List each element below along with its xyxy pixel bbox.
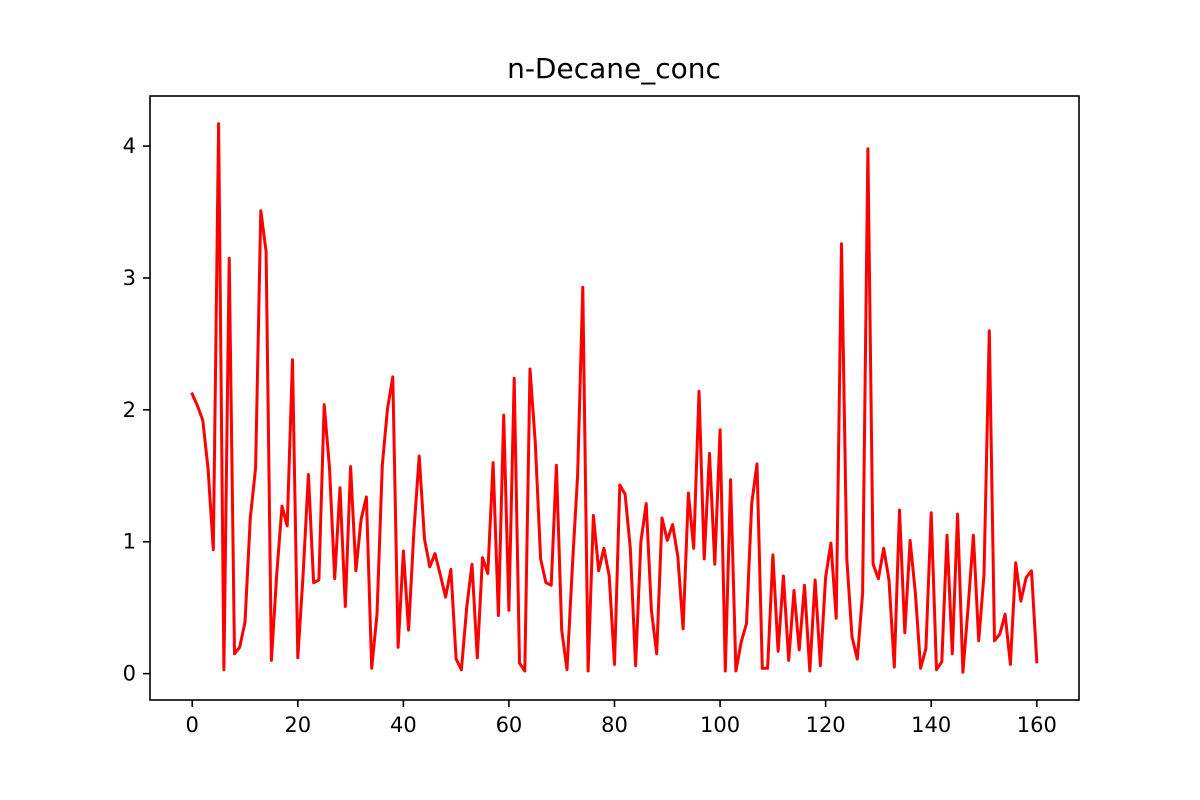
x-tick-label: 40 bbox=[390, 713, 417, 737]
y-tick-label: 0 bbox=[123, 662, 136, 686]
x-tick-label: 120 bbox=[806, 713, 846, 737]
y-tick-label: 1 bbox=[123, 530, 136, 554]
series-line bbox=[190, 122, 1039, 674]
y-tick-label: 2 bbox=[123, 398, 136, 422]
y-tick-label: 4 bbox=[123, 134, 136, 158]
y-tick-label: 3 bbox=[123, 266, 136, 290]
series-layer bbox=[190, 122, 1039, 674]
x-tick-label: 80 bbox=[601, 713, 628, 737]
y-axis-ticks: 0 1 2 3 4 bbox=[123, 134, 150, 686]
x-tick-label: 60 bbox=[496, 713, 523, 737]
x-tick-label: 20 bbox=[284, 713, 311, 737]
x-tick-label: 100 bbox=[700, 713, 740, 737]
x-tick-label: 0 bbox=[186, 713, 199, 737]
plot-frame bbox=[149, 95, 1080, 701]
chart-title: n-Decane_conc bbox=[507, 52, 721, 85]
x-axis-ticks: 0 20 40 60 80 100 120 140 160 bbox=[186, 700, 1057, 737]
x-tick-label: 160 bbox=[1017, 713, 1057, 737]
x-tick-label: 140 bbox=[911, 713, 951, 737]
